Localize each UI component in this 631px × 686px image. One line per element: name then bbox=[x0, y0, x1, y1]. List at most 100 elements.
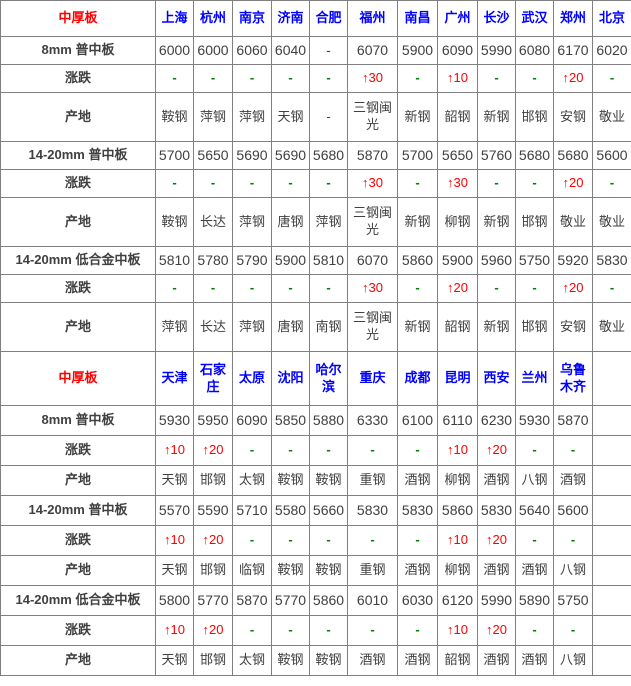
city-header bbox=[592, 351, 631, 406]
origin-cell: 三钢闽光 bbox=[347, 92, 398, 142]
change-cell: ↑20 bbox=[193, 525, 233, 556]
price-cell: 5770 bbox=[271, 585, 310, 616]
price-cell: 5800 bbox=[155, 585, 194, 616]
price-cell: 5650 bbox=[437, 141, 478, 170]
change-cell: - bbox=[397, 169, 438, 198]
price-cell: 5900 bbox=[397, 36, 438, 65]
change-cell: - bbox=[592, 274, 631, 303]
price-cell: 5880 bbox=[309, 405, 348, 436]
origin-cell: 重钢 bbox=[347, 555, 398, 586]
price-cell: 5870 bbox=[232, 585, 272, 616]
change-cell: ↑10 bbox=[155, 615, 194, 646]
change-cell: - bbox=[309, 64, 348, 93]
change-cell: - bbox=[271, 615, 310, 646]
city-header: 北京 bbox=[592, 0, 631, 37]
price-cell: 5640 bbox=[515, 495, 554, 526]
city-header: 长沙 bbox=[477, 0, 516, 37]
price-cell: 6000 bbox=[155, 36, 194, 65]
origin-cell: 萍钢 bbox=[232, 302, 272, 352]
price-cell: 5780 bbox=[193, 246, 233, 275]
origin-cell: 萍钢 bbox=[155, 302, 194, 352]
table-row: 8mm 普中板 5930 5950 6090 5850 5880 6330 6100 6110 6… bbox=[0, 405, 631, 436]
price-cell: 6170 bbox=[553, 36, 593, 65]
origin-cell: 邯钢 bbox=[515, 302, 554, 352]
city-header: 济南 bbox=[271, 0, 310, 37]
origin-cell: 邯钢 bbox=[515, 92, 554, 142]
city-header: 天津 bbox=[155, 351, 194, 406]
table-row: 8mm 普中板 6000 6000 6060 6040-6070 5900 6090 5990… bbox=[0, 36, 631, 65]
price-cell: 5690 bbox=[232, 141, 272, 170]
price-cell: 5830 bbox=[397, 495, 438, 526]
origin-cell: 鞍钢 bbox=[271, 645, 310, 676]
city-header: 哈尔滨 bbox=[309, 351, 348, 406]
price-cell: 6100 bbox=[397, 405, 438, 436]
origin-cell: 唐钢 bbox=[271, 302, 310, 352]
origin-cell: 萍钢 bbox=[309, 197, 348, 247]
table-row: 14-20mm 低合金中板 5800 5770 5870 5770 5860 6010 603… bbox=[0, 585, 631, 616]
price-cell: 5920 bbox=[553, 246, 593, 275]
price-cell: 6120 bbox=[437, 585, 478, 616]
change-cell: ↑30 bbox=[437, 169, 478, 198]
origin-cell: 鞍钢 bbox=[271, 465, 310, 496]
origin-cell: 鞍钢 bbox=[155, 197, 194, 247]
change-cell: - bbox=[193, 64, 233, 93]
row-label: 产地 bbox=[0, 555, 156, 586]
origin-cell: 三钢闽光 bbox=[347, 302, 398, 352]
origin-cell: 新钢 bbox=[397, 92, 438, 142]
origin-cell: 酒钢 bbox=[477, 555, 516, 586]
price-cell: 5680 bbox=[309, 141, 348, 170]
city-header: 广州 bbox=[437, 0, 478, 37]
price-cell: 5810 bbox=[155, 246, 194, 275]
change-cell: - bbox=[515, 525, 554, 556]
row-label: 涨跌 bbox=[0, 64, 156, 93]
change-cell: - bbox=[309, 435, 348, 466]
change-cell: - bbox=[309, 615, 348, 646]
city-header: 成都 bbox=[397, 351, 438, 406]
origin-cell: 酒钢 bbox=[347, 645, 398, 676]
price-cell: 6070 bbox=[347, 36, 398, 65]
change-cell: ↑30 bbox=[347, 169, 398, 198]
change-cell: ↑10 bbox=[437, 435, 478, 466]
row-label: 产地 bbox=[0, 645, 156, 676]
price-cell: 5660 bbox=[309, 495, 348, 526]
origin-cell: 酒钢 bbox=[397, 555, 438, 586]
row-label: 产地 bbox=[0, 197, 156, 247]
price-cell: 5860 bbox=[437, 495, 478, 526]
price-cell: 5900 bbox=[437, 246, 478, 275]
table-row: 14-20mm 普中板 5700 5650 5690 5690 5680 5870 5700 5… bbox=[0, 141, 631, 170]
row-label: 14-20mm 低合金中板 bbox=[0, 585, 156, 616]
change-cell: - bbox=[193, 169, 233, 198]
origin-cell: 酒钢 bbox=[515, 555, 554, 586]
city-header: 石家庄 bbox=[193, 351, 233, 406]
origin-cell: 重钢 bbox=[347, 465, 398, 496]
origin-cell: 新钢 bbox=[477, 92, 516, 142]
change-cell: - bbox=[515, 169, 554, 198]
change-cell: ↑20 bbox=[193, 435, 233, 466]
price-cell: 6030 bbox=[397, 585, 438, 616]
city-header: 昆明 bbox=[437, 351, 478, 406]
change-cell: - bbox=[271, 525, 310, 556]
price-cell: 5860 bbox=[309, 585, 348, 616]
change-cell: ↑10 bbox=[155, 435, 194, 466]
price-cell: 6090 bbox=[232, 405, 272, 436]
origin-cell: 邯钢 bbox=[193, 465, 233, 496]
origin-cell: 鞍钢 bbox=[155, 92, 194, 142]
change-cell: ↑30 bbox=[347, 64, 398, 93]
table-row: 涨跌 - - - - - ↑30- ↑10- - ↑20- bbox=[0, 64, 631, 93]
origin-cell: 太钢 bbox=[232, 645, 272, 676]
origin-cell: 邯钢 bbox=[515, 197, 554, 247]
change-cell: - bbox=[271, 274, 310, 303]
change-cell: - bbox=[553, 435, 593, 466]
row-label: 产地 bbox=[0, 465, 156, 496]
price-cell: 6000 bbox=[193, 36, 233, 65]
origin-cell: 临钢 bbox=[232, 555, 272, 586]
change-cell: - bbox=[477, 274, 516, 303]
origin-cell: 韶钢 bbox=[437, 92, 478, 142]
change-cell: ↑20 bbox=[477, 525, 516, 556]
city-header: 南京 bbox=[232, 0, 272, 37]
origin-cell: 柳钢 bbox=[437, 555, 478, 586]
origin-cell: 酒钢 bbox=[515, 645, 554, 676]
price-cell: 5680 bbox=[515, 141, 554, 170]
change-cell bbox=[592, 525, 631, 556]
